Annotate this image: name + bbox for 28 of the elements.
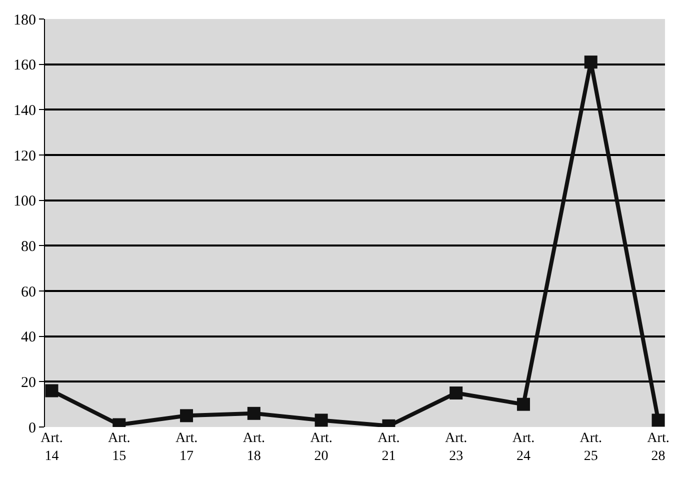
point	[584, 56, 598, 69]
y-tick-label: 180	[14, 12, 36, 28]
point	[314, 414, 328, 427]
point	[652, 414, 665, 427]
point	[450, 386, 463, 400]
y-tick-label: 20	[21, 374, 36, 391]
x-tick-label: Art. 15	[108, 431, 130, 464]
y-tick-label: 100	[14, 194, 36, 210]
point	[45, 384, 58, 398]
y-tick-label: 60	[21, 284, 36, 300]
y-tick-label: 80	[21, 238, 36, 255]
y-tick-label: 140	[14, 102, 36, 119]
y-tick-label: 120	[14, 148, 36, 164]
point	[516, 398, 530, 411]
point	[180, 409, 194, 422]
y-tick-label: 160	[14, 58, 36, 74]
x-tick-label: Art. 20	[310, 431, 332, 464]
y-tick-label: 40	[21, 330, 36, 346]
x-tick-label: Art. 23	[445, 431, 468, 464]
x-tick-label: Art. 14	[40, 431, 63, 464]
x-tick-label: Art. 17	[175, 431, 198, 464]
x-tick-label: Art. 18	[242, 431, 265, 464]
point	[247, 406, 260, 420]
x-tick-label: Art. 21	[378, 431, 400, 464]
y-tick-label: 0	[28, 420, 36, 436]
x-tick-label: Art. 25	[580, 431, 602, 464]
x-tick-label: Art. 24	[512, 431, 535, 464]
x-tick-label: Art. 28	[647, 431, 670, 464]
